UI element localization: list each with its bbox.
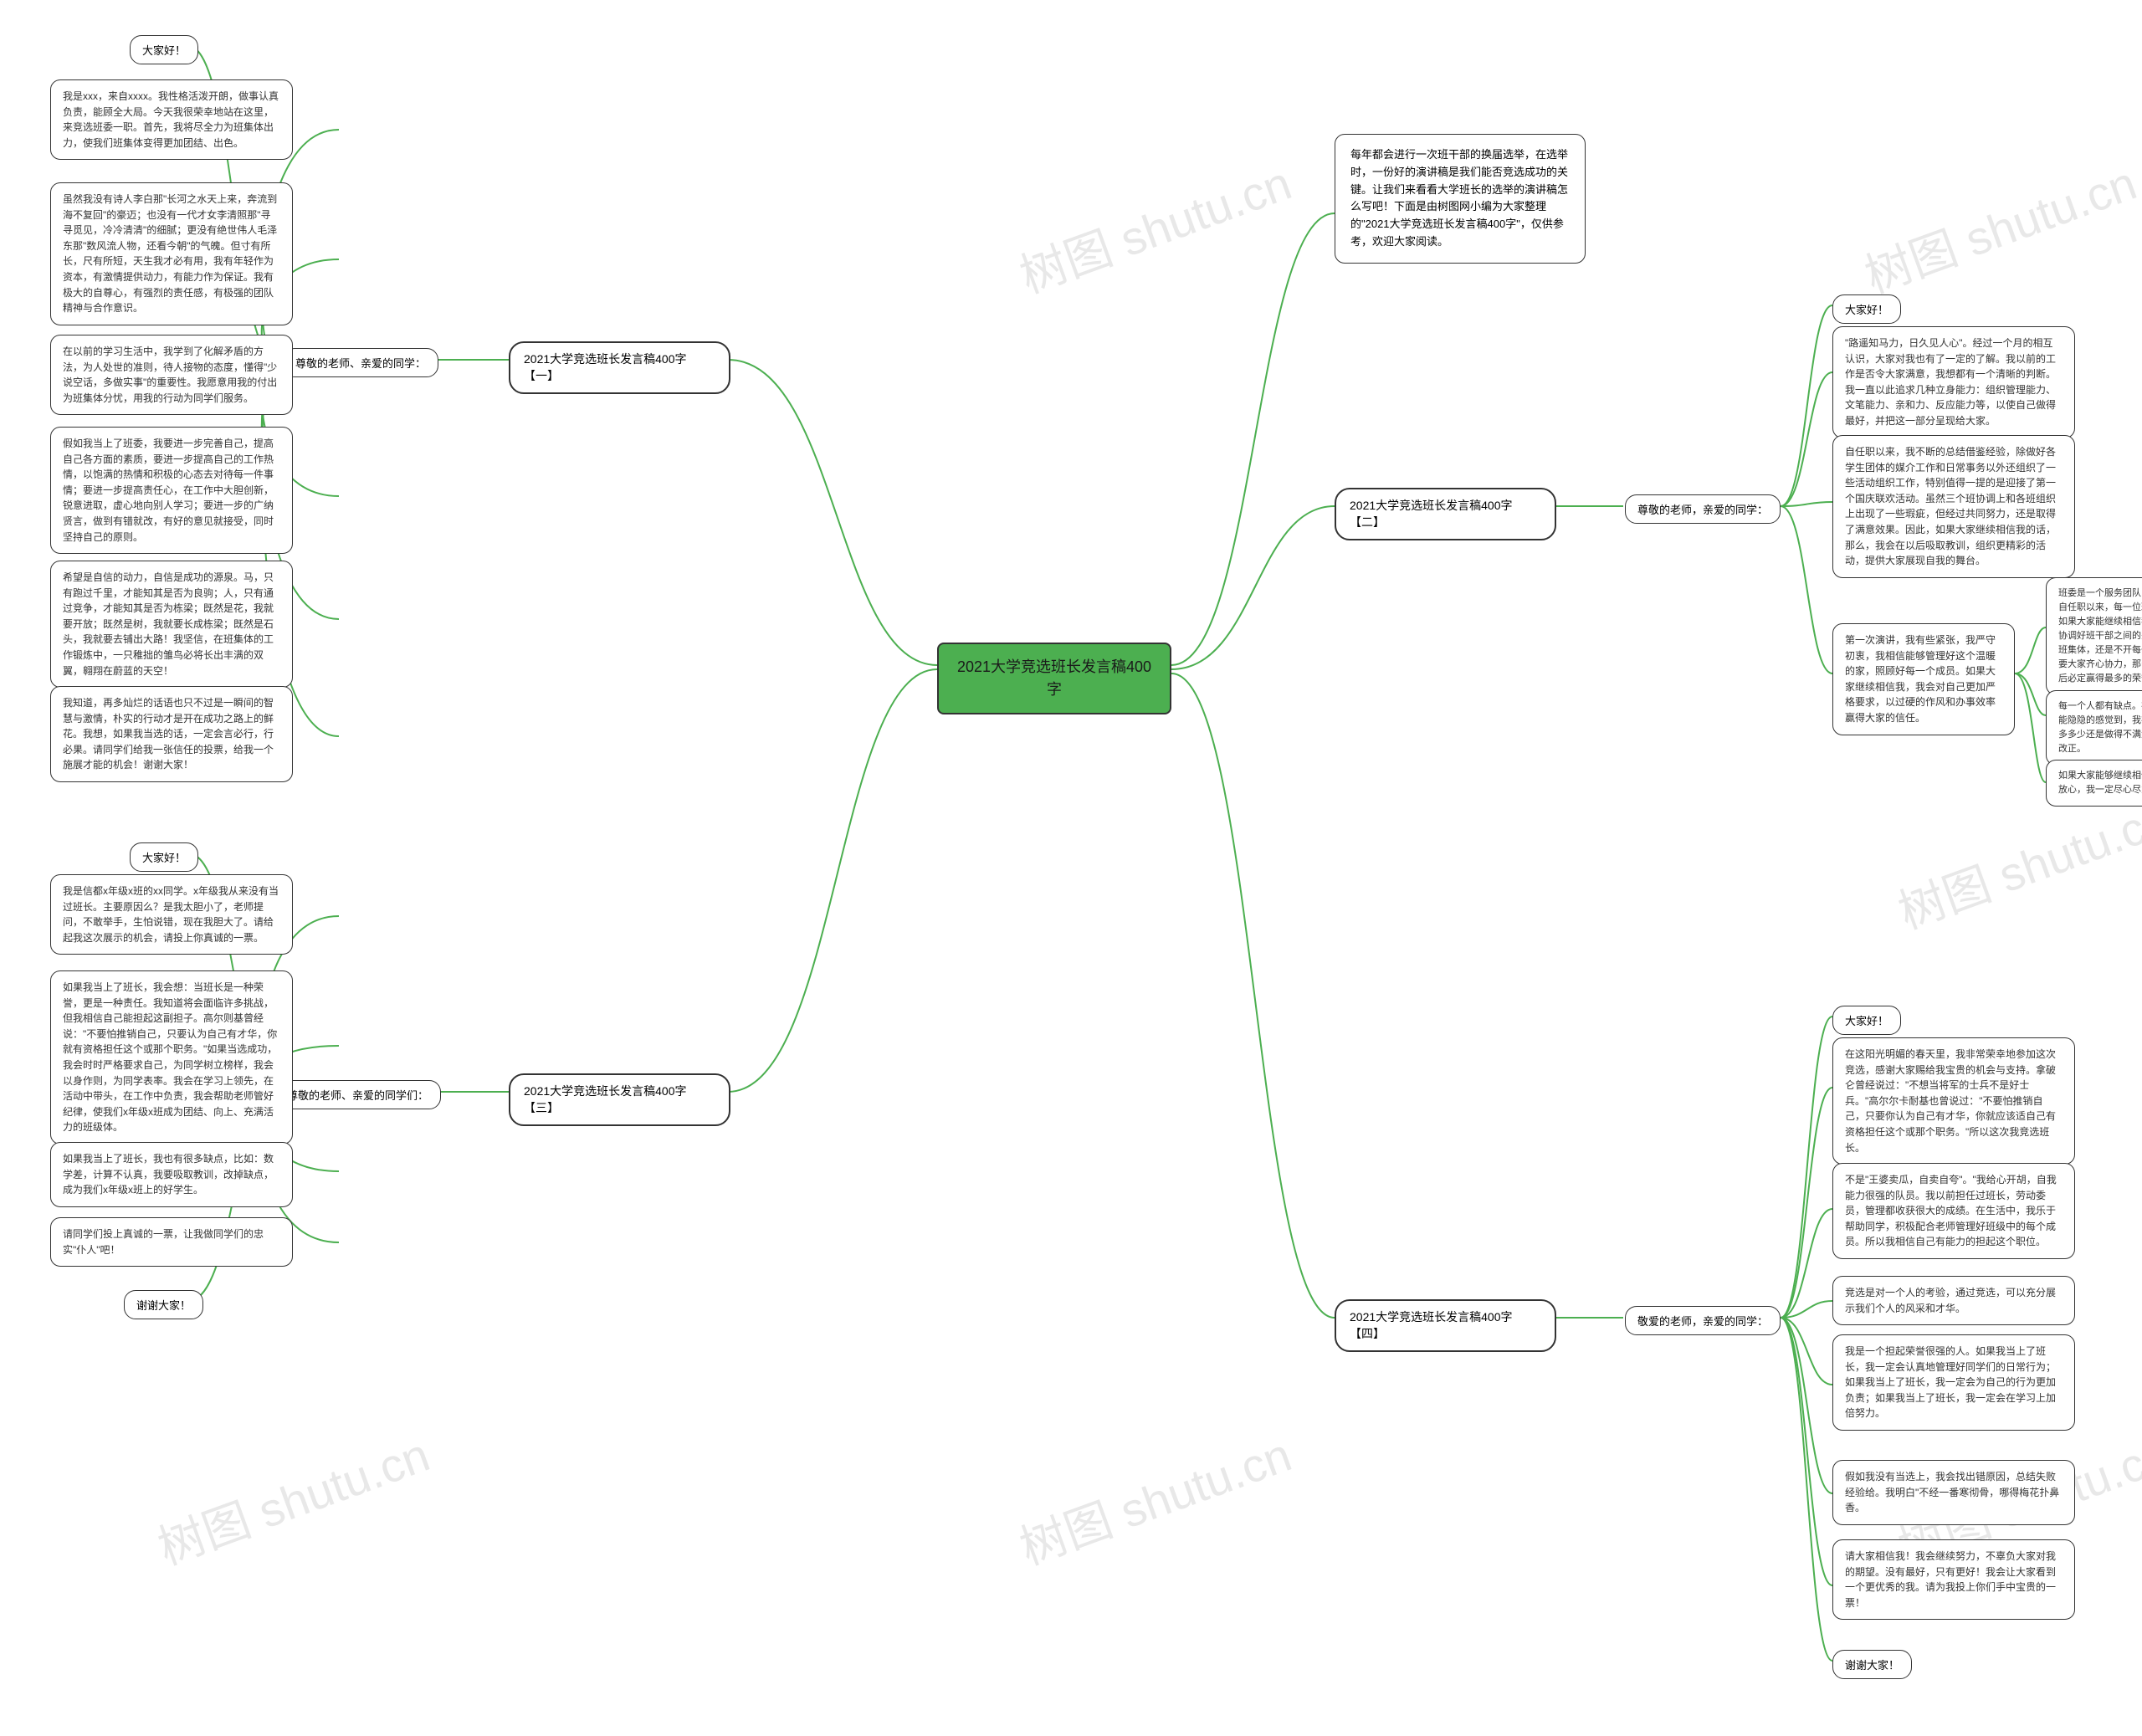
- branch-4-hello: 大家好！: [1832, 1006, 1901, 1035]
- branch-1-title: 2021大学竞选班长发言稿400字【一】: [509, 341, 730, 394]
- branch-1-p3: 假如我当上了班委，我要进一步完善自己，提高自己各方面的素质，要进一步提高自己的工…: [50, 427, 293, 554]
- branch-1-p4: 希望是自信的动力，自信是成功的源泉。马，只有跑过千里，才能知其是否为良驹；人，只…: [50, 561, 293, 688]
- branch-4-p3: 我是一个担起荣誉很强的人。如果我当上了班长，我一定会认真地管理好同学们的日常行为…: [1832, 1334, 2075, 1431]
- watermark: 树图 shutu.cn: [1009, 1417, 1299, 1578]
- branch-4-p4: 假如我没有当选上，我会找出错原因，总结失败经验给。我明白"不经一番寒彻骨，哪得梅…: [1832, 1460, 2075, 1525]
- branch-1-teacher: 尊敬的老师、亲爱的同学：: [283, 348, 438, 377]
- branch-2-p3: 每一个人都有缺点。在这一个月中，我也能隐隐的感觉到，我在亲和力和交际方面多多少还…: [2046, 690, 2142, 766]
- branch-4-p5: 请大家相信我！我会继续努力，不辜负大家对我的期望。没有最好，只有更好！我会让大家…: [1832, 1539, 2075, 1620]
- branch-2-p0: "路遥知马力，日久见人心"。经过一个月的相互认识，大家对我也有了一定的了解。我以…: [1832, 326, 2075, 438]
- branch-1-p2: 在以前的学习生活中，我学到了化解矛盾的方法，为人处世的准则，待人接物的态度，懂得…: [50, 335, 293, 415]
- branch-3-p0: 我是信都x年级x班的xx同学。x年级我从来没有当过班长。主要原因么？是我太胆小了…: [50, 874, 293, 955]
- branch-2-title: 2021大学竞选班长发言稿400字【二】: [1335, 488, 1556, 540]
- branch-2-hello: 大家好！: [1832, 294, 1901, 324]
- watermark: 树图 shutu.cn: [1009, 146, 1299, 306]
- branch-2-p1: 自任职以来，我不断的总结借鉴经验，除做好各学生团体的媒介工作和日常事务以外还组织…: [1832, 435, 2075, 578]
- branch-3-p3: 请同学们投上真诚的一票，让我做同学们的忠实"仆人"吧！: [50, 1217, 293, 1267]
- branch-4-p2: 竞选是对一个人的考验，通过竞选，可以充分展示我们个人的风采和才华。: [1832, 1276, 2075, 1325]
- branch-4-p0: 在这阳光明媚的春天里，我非常荣幸地参加这次竞选，感谢大家赐给我宝贵的机会与支持。…: [1832, 1037, 2075, 1165]
- branch-1-p0: 我是xxx，来自xxxx。我性格活泼开朗，做事认真负责，能顾全大局。今天我很荣幸…: [50, 79, 293, 160]
- watermark: 树图 shutu.cn: [1854, 146, 2142, 306]
- branch-1-p5: 我知道，再多灿烂的话语也只不过是一瞬间的智慧与激情，朴实的行动才是开在成功之路上…: [50, 686, 293, 782]
- branch-3-hello2: 谢谢大家！: [124, 1290, 203, 1319]
- branch-2-teacher: 尊敬的老师，亲爱的同学：: [1625, 494, 1781, 524]
- branch-4-hello2: 谢谢大家！: [1832, 1650, 1912, 1679]
- branch-3-hello: 大家好！: [130, 842, 198, 872]
- branch-3-p2: 如果我当上了班长，我也有很多缺点，比如：数学差，计算不认真，我要吸取教训，改掉缺…: [50, 1142, 293, 1207]
- branch-4-title: 2021大学竞选班长发言稿400字【四】: [1335, 1299, 1556, 1352]
- center-title: 2021大学竞选班长发言稿400字: [937, 643, 1171, 714]
- branch-2-p2: 班委是一个服务团队，因此，需要团结。自任职以来，每一位班委成员都认真的，如果大家…: [2046, 577, 2142, 695]
- branch-3-title: 2021大学竞选班长发言稿400字【三】: [509, 1073, 730, 1126]
- branch-4-teacher: 敬爱的老师，亲爱的同学：: [1625, 1306, 1781, 1335]
- branch-1-p1: 虽然我没有诗人李白那"长河之水天上来，奔流到海不复回"的豪迈；也没有一代才女李清…: [50, 182, 293, 325]
- branch-2-subteacher: 第一次演讲，我有些紧张，我严守初衷，我相信能够管理好这个温暖的家，照顾好每一个成…: [1832, 623, 2015, 735]
- watermark: 树图 shutu.cn: [147, 1417, 438, 1578]
- branch-3-p1: 如果我当上了班长，我会想：当班长是一种荣誉，更是一种责任。我知道将会面临许多挑战…: [50, 970, 293, 1145]
- branch-2-p4: 如果大家能够继续相信我，那么，请大家放心，我一定尽心尽力，做到问心无愧。。: [2046, 760, 2142, 807]
- intro-text: 每年都会进行一次班干部的换届选举，在选举时，一份好的演讲稿是我们能否竞选成功的关…: [1335, 134, 1586, 264]
- branch-4-p1: 不是"王婆卖瓜，自卖自夸"。"我给心开胡，自我能力很强的队员。我以前担任过班长，…: [1832, 1163, 2075, 1259]
- branch-1-hello: 大家好！: [130, 35, 198, 64]
- branch-3-teacher: 尊敬的老师、亲爱的同学们：: [274, 1080, 441, 1109]
- connector-lines: [0, 0, 2142, 1736]
